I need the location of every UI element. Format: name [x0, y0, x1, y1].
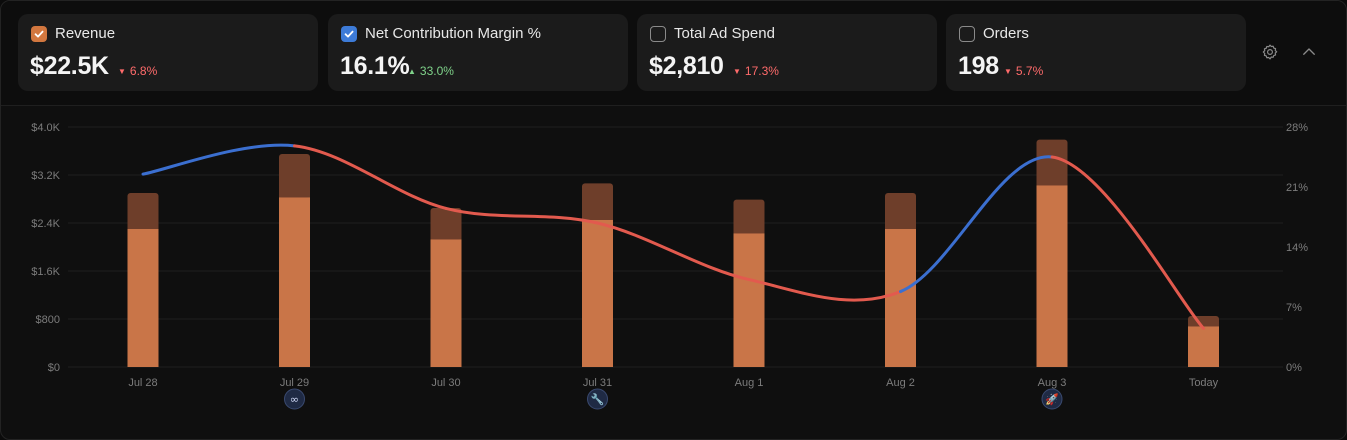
bar-revenue-top-join — [885, 225, 916, 229]
bar-revenue-base[interactable] — [733, 233, 765, 367]
delta-value: 6.8% — [129, 64, 158, 78]
metric-label: Net Contribution Margin % — [365, 25, 541, 42]
bar-revenue-top[interactable] — [127, 193, 159, 229]
triangle-up-icon: ▲ — [408, 66, 416, 76]
x-tick-label: Jul 31 — [583, 377, 612, 389]
settings-button[interactable] — [1259, 41, 1281, 63]
margin-line-segment — [1050, 155, 1205, 330]
annotation-badge — [587, 388, 608, 410]
margin-line-segment — [747, 278, 902, 302]
triangle-down-icon: ▼ — [118, 66, 126, 76]
y-right-tick-label: 21% — [1286, 182, 1308, 194]
total-ad-spend-checkbox[interactable] — [650, 26, 666, 42]
metric-value: 16.1% — [340, 52, 410, 80]
chevron-up-icon — [1303, 48, 1315, 55]
metrics-header: Revenue $22.5K ▼ 6.8% Net Contribution M… — [1, 1, 1346, 106]
bar-revenue-top-join — [733, 229, 765, 234]
bar-revenue-top-join — [1036, 181, 1068, 186]
metric-delta: ▲ 33.0% — [408, 64, 454, 78]
annotation-glyph: 🔧 — [591, 392, 605, 406]
bar-revenue-top[interactable] — [582, 183, 613, 220]
orders-checkbox[interactable] — [959, 26, 975, 42]
bar-revenue-top-join — [279, 193, 310, 198]
check-icon — [344, 30, 354, 38]
y-right-tick-label: 7% — [1286, 302, 1302, 314]
bar-revenue-top-join — [1188, 322, 1219, 327]
annotation-badge — [1041, 388, 1063, 410]
metric-label: Revenue — [55, 25, 116, 42]
delta-value: 33.0% — [419, 64, 454, 78]
annotation-glyph: 🚀 — [1045, 393, 1059, 406]
wrench-icon[interactable]: 🔧 — [587, 388, 608, 410]
y-right-tick-label: 0% — [1286, 362, 1302, 374]
x-tick-label: Jul 28 — [128, 377, 157, 389]
metric-label: Total Ad Spend — [674, 25, 775, 42]
triangle-down-icon: ▼ — [1004, 66, 1012, 76]
annotation-glyph: ∞ — [290, 393, 299, 406]
metric-delta: ▼ 6.8% — [118, 64, 157, 78]
delta-value: 17.3% — [744, 64, 779, 78]
bar-revenue-base[interactable] — [1036, 185, 1068, 367]
margin-line-segment — [141, 143, 296, 176]
bar-revenue-top[interactable] — [430, 208, 462, 240]
metric-card-net-contribution-margin[interactable]: Net Contribution Margin % 16.1% ▲ 33.0% — [328, 14, 628, 91]
triangle-down-icon: ▼ — [733, 66, 741, 76]
bar-revenue-base[interactable] — [885, 229, 916, 367]
bar-revenue-top-join — [582, 216, 613, 220]
annotation-badge — [284, 388, 305, 410]
meta-icon[interactable]: ∞ — [284, 388, 305, 410]
x-tick-label: Aug 3 — [1038, 377, 1067, 389]
metric-card-revenue[interactable]: Revenue $22.5K ▼ 6.8% — [18, 14, 318, 91]
bar-revenue-top[interactable] — [1036, 139, 1068, 186]
bar-revenue-top-join — [127, 225, 159, 229]
revenue-margin-chart: $0 $800 $1.6K $2.4K $3.2K $4.0K 0% 7% 14% 21% 28% J… — [31, 122, 1308, 410]
x-tick-label: Today — [1189, 377, 1219, 389]
margin-line-segment — [899, 155, 1054, 294]
x-tick-label: Aug 1 — [735, 377, 764, 389]
metric-card-total-ad-spend[interactable]: Total Ad Spend $2,810 ▼ 17.3% — [637, 14, 937, 91]
metric-label: Orders — [983, 25, 1029, 42]
y-left-tick-label: $4.0K — [31, 122, 60, 134]
x-tick-label: Jul 30 — [431, 377, 460, 389]
metric-delta: ▼ 5.7% — [1004, 64, 1043, 78]
bar-revenue-top[interactable] — [279, 154, 310, 198]
y-left-tick-label: $3.2K — [31, 170, 60, 182]
bar-revenue-top[interactable] — [733, 199, 765, 234]
y-left-tick-label: $1.6K — [31, 266, 60, 278]
bar-revenue-base[interactable] — [127, 229, 159, 367]
metric-value: 198 — [958, 52, 999, 80]
metric-card-orders[interactable]: Orders 198 ▼ 5.7% — [946, 14, 1246, 91]
net-contribution-margin-checkbox[interactable] — [341, 26, 357, 42]
delta-value: 5.7% — [1015, 64, 1044, 78]
metric-delta: ▼ 17.3% — [733, 64, 779, 78]
metric-value: $2,810 — [649, 52, 724, 80]
bar-revenue-base[interactable] — [1188, 326, 1219, 367]
gear-icon — [1262, 44, 1278, 60]
y-right-tick-label: 28% — [1286, 122, 1308, 134]
bar-revenue-base[interactable] — [582, 220, 613, 367]
chart-area: $0 $800 $1.6K $2.4K $3.2K $4.0K 0% 7% 14% 21% 28% J… — [1, 106, 1346, 439]
y-left-tick-label: $800 — [36, 314, 60, 326]
bar-revenue-top-join — [430, 235, 462, 240]
x-tick-label: Jul 29 — [280, 377, 309, 389]
check-icon — [34, 30, 44, 38]
margin-line-segment — [596, 221, 751, 282]
collapse-button[interactable] — [1298, 41, 1320, 63]
x-tick-label: Aug 2 — [886, 377, 915, 389]
revenue-checkbox[interactable] — [31, 26, 47, 42]
rocket-icon[interactable]: 🚀 — [1041, 388, 1063, 410]
margin-line-segment — [444, 206, 599, 225]
y-right-tick-label: 14% — [1286, 242, 1308, 254]
bar-revenue-base[interactable] — [430, 239, 462, 367]
metric-value: $22.5K — [30, 52, 109, 80]
y-left-tick-label: $0 — [48, 362, 60, 374]
bar-revenue-top[interactable] — [885, 193, 916, 229]
y-left-tick-label: $2.4K — [31, 218, 60, 230]
margin-line-segment — [293, 144, 448, 210]
bar-revenue-base[interactable] — [279, 197, 310, 367]
